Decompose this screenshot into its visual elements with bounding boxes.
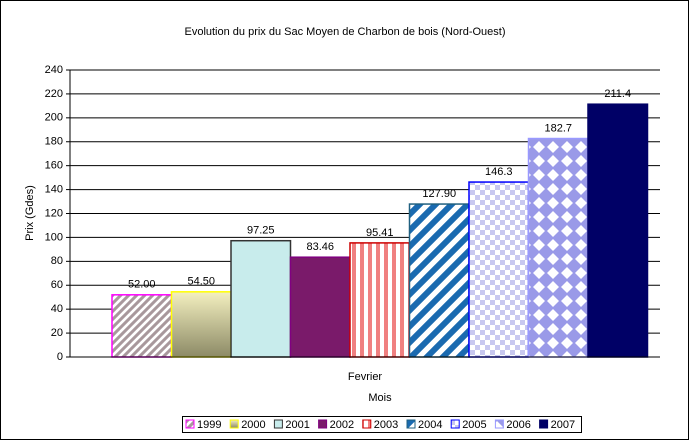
y-tick-label: 120 bbox=[45, 207, 63, 219]
data-label: 182.7 bbox=[544, 122, 572, 134]
y-axis-title: Prix (Gdes) bbox=[24, 185, 36, 241]
legend-marker bbox=[362, 419, 372, 429]
legend-marker bbox=[229, 419, 239, 429]
y-tick-label: 100 bbox=[45, 231, 63, 243]
y-tick-label: 80 bbox=[51, 255, 63, 267]
y-tick-label: 180 bbox=[45, 136, 63, 148]
legend-label: 2007 bbox=[551, 419, 575, 431]
legend-label: 2006 bbox=[506, 419, 530, 431]
y-tick-label: 60 bbox=[51, 279, 63, 291]
data-label: 127.90 bbox=[422, 188, 456, 200]
legend-label: 2001 bbox=[285, 419, 309, 431]
y-tick-label: 200 bbox=[45, 112, 63, 124]
x-tick-label: Fevrier bbox=[348, 371, 383, 383]
legend-label: 2002 bbox=[330, 419, 354, 431]
y-tick-label: 0 bbox=[57, 351, 63, 363]
legend-marker bbox=[539, 419, 549, 429]
y-tick-label: 220 bbox=[45, 88, 63, 100]
bar bbox=[527, 137, 589, 358]
y-tick-label: 160 bbox=[45, 160, 63, 172]
legend-label: 1999 bbox=[197, 419, 221, 431]
y-tick-label: 240 bbox=[45, 64, 63, 76]
data-label: 52.00 bbox=[128, 279, 156, 291]
chart-title: Evolution du prix du Sac Moyen de Charbo… bbox=[184, 26, 505, 38]
bar bbox=[111, 294, 173, 358]
x-axis-title: Mois bbox=[368, 392, 392, 404]
legend-marker bbox=[185, 419, 195, 429]
legend-marker bbox=[273, 419, 283, 429]
bar bbox=[230, 239, 292, 358]
legend-label: 2003 bbox=[374, 419, 398, 431]
bar bbox=[408, 203, 470, 358]
data-label: 83.46 bbox=[306, 241, 334, 253]
bar bbox=[289, 256, 351, 358]
y-tick-label: 40 bbox=[51, 303, 63, 315]
legend-label: 2000 bbox=[241, 419, 265, 431]
legend-label: 2005 bbox=[462, 419, 486, 431]
y-tick-label: 140 bbox=[45, 183, 63, 195]
legend-marker bbox=[494, 419, 504, 429]
bar bbox=[349, 242, 411, 358]
data-label: 54.50 bbox=[187, 276, 215, 288]
data-label: 97.25 bbox=[247, 225, 275, 237]
y-tick-label: 20 bbox=[51, 327, 63, 339]
data-label: 146.3 bbox=[485, 166, 513, 178]
legend-label: 2004 bbox=[418, 419, 442, 431]
legend-marker bbox=[318, 419, 328, 429]
legend-marker bbox=[406, 419, 416, 429]
bar bbox=[468, 181, 530, 358]
data-label: 95.41 bbox=[366, 227, 394, 239]
legend-marker bbox=[450, 419, 460, 429]
data-label: 211.4 bbox=[604, 88, 631, 100]
bar bbox=[587, 103, 649, 358]
bar bbox=[170, 291, 232, 358]
